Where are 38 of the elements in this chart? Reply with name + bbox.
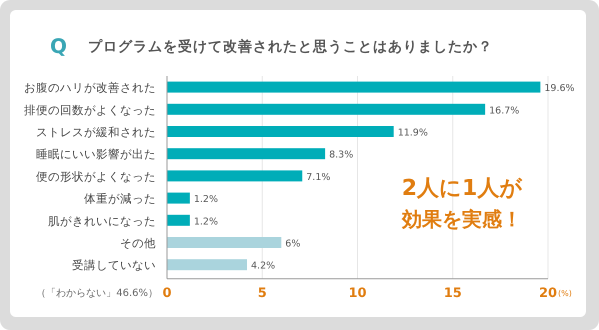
- x-axis-title: (%): [558, 288, 572, 298]
- text: （「わからない」46.6%）: [36, 286, 158, 299]
- data-label: 1.2%: [194, 216, 218, 228]
- bar: [167, 126, 394, 137]
- bar: [167, 148, 326, 160]
- annotation: 2人に1人が: [402, 176, 522, 201]
- x-tick-label: 5: [258, 286, 267, 301]
- text: Q: [50, 34, 68, 58]
- y-tick-label: 肌がきれいになった: [48, 214, 156, 228]
- x-tick-label: 0: [162, 286, 172, 301]
- bar: [167, 259, 248, 270]
- data-label: 6%: [285, 238, 300, 250]
- y-tick-label: その他: [120, 236, 156, 250]
- chart-title: プログラムを受けて改善されたと思うことはありましたか？: [88, 38, 493, 55]
- y-tick-label: 便の形状がよくなった: [36, 169, 156, 184]
- bar: [167, 82, 540, 93]
- data-label: 16.7%: [489, 105, 520, 116]
- y-tick-label: 排便の回数がよくなった: [24, 102, 156, 117]
- data-label: 7.1%: [306, 172, 330, 183]
- bar: [167, 214, 190, 226]
- y-tick-label: 体重が減った: [84, 192, 156, 206]
- bar: [167, 170, 302, 182]
- data-label: 11.9%: [398, 128, 428, 138]
- y-tick-label: 受講していない: [72, 258, 156, 272]
- data-label: 19.6%: [544, 83, 575, 94]
- x-tick-label: 15: [444, 286, 462, 301]
- y-tick-label: 睡眠にいい影響が出た: [36, 147, 156, 162]
- bar: [167, 104, 486, 115]
- annotation: 効果を実感！: [401, 207, 522, 231]
- x-tick-label: 10: [348, 286, 367, 301]
- data-label: 1.2%: [194, 194, 218, 206]
- data-label: 8.3%: [329, 150, 354, 161]
- x-tick-label: 20: [538, 286, 558, 301]
- bar: [167, 192, 190, 204]
- bar: [167, 237, 282, 248]
- y-tick-label: お腹のハリが改善された: [24, 80, 156, 95]
- y-tick-label: ストレスが緩和された: [36, 125, 156, 139]
- data-label: 4.2%: [251, 260, 276, 272]
